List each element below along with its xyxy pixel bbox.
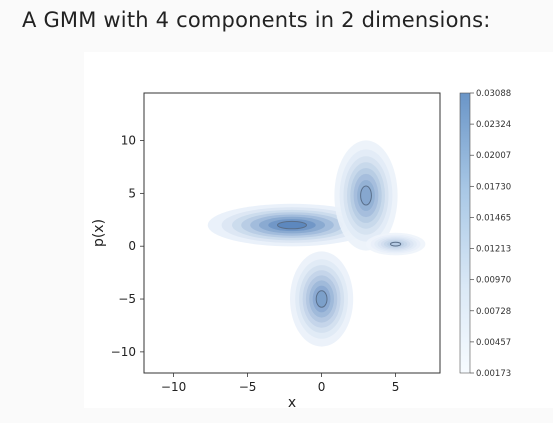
plot-frame <box>143 92 441 374</box>
contour-band <box>316 290 327 308</box>
peak-contour-line <box>315 290 328 308</box>
contour-band <box>390 242 401 247</box>
colorbar-tick-label: 0.01465 <box>476 213 511 223</box>
y-tick-label: 5 <box>128 186 136 200</box>
x-tick-label: −10 <box>161 380 186 394</box>
y-tick-label: 10 <box>121 134 136 148</box>
colorbar-tick-label: 0.00173 <box>476 369 511 379</box>
contour-band <box>277 221 307 229</box>
x-tick-label: 0 <box>318 380 326 394</box>
chart-figure: −10 −5 0 5 10 5 0 −5 −10 x p(x) 0.03088 0.02324 0… <box>84 52 553 408</box>
peak-contour-line <box>360 185 372 206</box>
colorbar-ticks: 0.03088 0.02324 0.02007 0.01730 0.01465 0.012… <box>470 89 511 379</box>
contour-band <box>360 186 372 205</box>
colorbar-tick-label: 0.02007 <box>476 151 511 161</box>
contour-layer <box>207 140 426 347</box>
x-tick-label: −5 <box>239 380 257 394</box>
colorbar-tick-label: 0.01213 <box>476 245 511 255</box>
colorbar-tick-label: 0.00970 <box>476 276 511 286</box>
y-tick-label: −10 <box>111 345 136 359</box>
colorbar-tick-label: 0.00728 <box>476 307 511 317</box>
colorbar-tick-label: 0.03088 <box>476 89 511 99</box>
peak-contour-line <box>277 220 307 230</box>
colorbar-tick-label: 0.02324 <box>476 120 511 130</box>
colorbar-tick-label: 0.01730 <box>476 182 511 192</box>
colorbar <box>459 92 471 374</box>
x-axis: −10 −5 0 5 <box>161 373 399 394</box>
y-axis: 10 5 0 −5 −10 <box>111 134 144 359</box>
y-axis-label: p(x) <box>91 219 107 247</box>
x-axis-label: x <box>288 395 296 408</box>
peak-contour-line <box>390 241 402 247</box>
page-heading: A GMM with 4 components in 2 dimensions: <box>22 8 491 32</box>
colorbar-tick-label: 0.00457 <box>476 338 511 348</box>
y-tick-label: −5 <box>118 292 136 306</box>
x-tick-label: 5 <box>392 380 400 394</box>
y-tick-label: 0 <box>128 239 136 253</box>
